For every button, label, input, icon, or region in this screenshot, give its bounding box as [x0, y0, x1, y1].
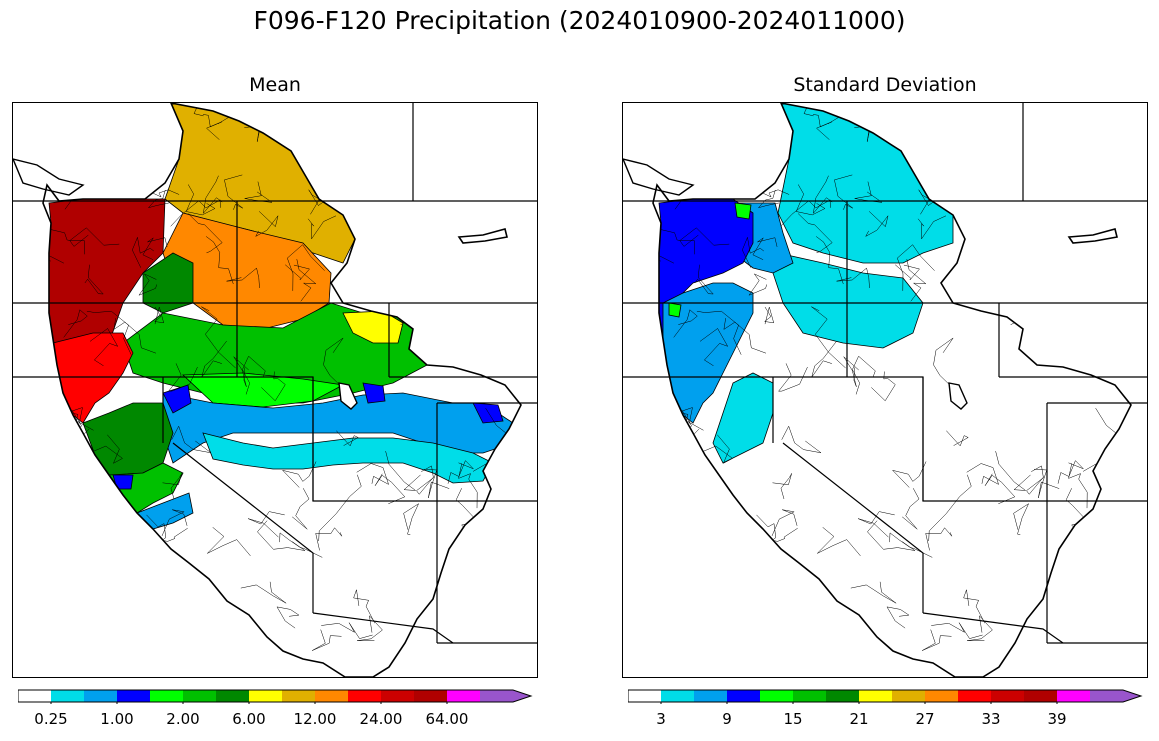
stddev-colorbar-swatch — [826, 690, 860, 702]
mean-colorbar-ticks: 0.25 1.00 2.00 6.00 12.00 24.00 64.00 — [18, 710, 533, 732]
stddev-colorbar-swatch — [991, 690, 1025, 702]
mean-colorbar-swatch — [18, 690, 52, 702]
stddev-colorbar-tick-label: 21 — [849, 710, 869, 728]
mean-colorbar-tick-label: 24.00 — [359, 710, 403, 728]
stddev-colorbar-swatch — [727, 690, 761, 702]
mean-colorbar-swatch — [447, 690, 481, 702]
mean-lake — [457, 228, 508, 244]
mean-colorbar-tick-label: 6.00 — [232, 710, 266, 728]
stddev-lake — [948, 382, 968, 410]
stddev-coastline — [652, 103, 1132, 677]
stddev-colorbar-swatch — [694, 690, 728, 702]
stddev-colorbar-ticks: 3 9 15 21 27 33 39 — [628, 710, 1143, 732]
mean-colorbar-swatch — [414, 690, 448, 702]
mean-coastline-island — [13, 158, 85, 196]
stddev-colorbar — [628, 689, 1143, 704]
stddev-colorbar-swatch — [892, 690, 926, 702]
mean-colorbar-swatch — [84, 690, 118, 702]
mean-colorbar-outline — [18, 689, 533, 703]
mean-precip-zone — [202, 432, 494, 484]
stddev-colorbar-swatch — [1024, 690, 1058, 702]
stddev-colorbar-tick-label: 39 — [1047, 710, 1067, 728]
stddev-colorbar-swatch — [958, 690, 992, 702]
mean-panel-title: Mean — [249, 74, 301, 96]
stddev-colorbar-extend-arrow — [1090, 690, 1141, 702]
stddev-precip-zone — [772, 252, 924, 349]
mean-colorbar-swatch — [381, 690, 415, 702]
mean-colorbar-swatch — [117, 690, 151, 702]
stddev-colorbar-outline — [628, 689, 1143, 703]
mean-state-boundaries — [13, 103, 537, 644]
mean-colorbar-swatch — [282, 690, 316, 702]
stddev-colorbar-swatch — [760, 690, 794, 702]
stddev-colorbar-swatch — [793, 690, 827, 702]
stddev-precip-zone — [777, 103, 954, 264]
mean-colorbar-extend-arrow — [480, 690, 531, 702]
mean-colorbar-tick-label: 1.00 — [100, 710, 134, 728]
stddev-colorbar-swatch — [859, 690, 893, 702]
stddev-colorbar-tick-label: 33 — [981, 710, 1001, 728]
stddev-colorbar-tick-label: 9 — [722, 710, 732, 728]
stddev-colorbar-swatch — [661, 690, 695, 702]
mean-colorbar-swatch — [183, 690, 217, 702]
mean-precip-zone — [472, 402, 504, 424]
stddev-colorbar-tick-label: 15 — [783, 710, 803, 728]
stddev-colorbar-tick-label: 3 — [656, 710, 666, 728]
stddev-map — [622, 102, 1148, 678]
mean-precip-zone — [362, 382, 386, 404]
mean-colorbar-swatch — [51, 690, 85, 702]
stddev-colorbar-swatch — [925, 690, 959, 702]
mean-colorbar-tick-label: 2.00 — [166, 710, 200, 728]
stddev-panel-title: Standard Deviation — [793, 74, 977, 96]
mean-colorbar-tick-label: 12.00 — [293, 710, 337, 728]
stddev-colorbar-tick-label: 27 — [915, 710, 935, 728]
mean-colorbar-tick-label: 0.25 — [34, 710, 68, 728]
stddev-colorbar-swatch — [628, 690, 662, 702]
stddev-precip-zone — [712, 372, 774, 464]
mean-precip-zone — [162, 384, 192, 414]
mean-coastline — [42, 103, 522, 677]
stddev-precip-zone — [734, 202, 752, 220]
stddev-lake — [1067, 228, 1118, 244]
mean-colorbar-swatch — [150, 690, 184, 702]
stddev-state-boundaries — [623, 103, 1147, 644]
mean-precip-zone — [112, 474, 134, 490]
mean-colorbar-swatch — [216, 690, 250, 702]
mean-lake — [338, 382, 358, 410]
stddev-coastline-island — [623, 158, 695, 196]
mean-colorbar — [18, 689, 533, 704]
mean-map — [12, 102, 538, 678]
stddev-precip-zone — [668, 302, 682, 318]
figure-title: F096-F120 Precipitation (2024010900-2024… — [253, 6, 906, 35]
mean-colorbar-tick-label: 64.00 — [425, 710, 469, 728]
mean-colorbar-swatch — [249, 690, 283, 702]
mean-colorbar-swatch — [348, 690, 382, 702]
mean-colorbar-swatch — [315, 690, 349, 702]
stddev-colorbar-swatch — [1057, 690, 1091, 702]
